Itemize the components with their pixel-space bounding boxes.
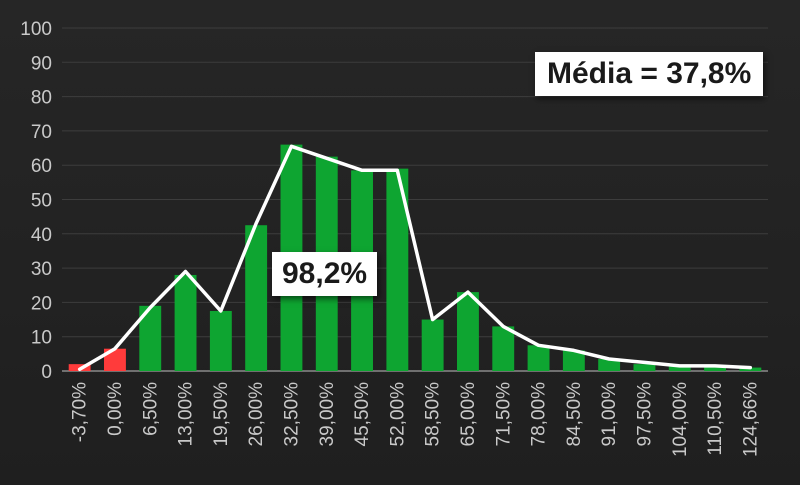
- y-tick-label: 90: [31, 53, 52, 74]
- x-tick-label: 45,50%: [352, 382, 373, 447]
- y-tick-label: 100: [20, 19, 52, 40]
- bar: [562, 350, 585, 371]
- x-tick-label: 13,00%: [176, 382, 197, 447]
- bar: [668, 365, 691, 371]
- positive-share-label: 98,2%: [272, 252, 378, 296]
- trend-line: [77, 144, 753, 372]
- y-tick-label: 30: [31, 259, 52, 280]
- y-axis: 0 10 20 30 40 50 60 70 80 90 100: [20, 19, 52, 383]
- x-axis: -3,70% 0,00% 6,50% 13,00% 19,50% 26,00% 32,50%…: [70, 382, 762, 457]
- bar: [104, 348, 126, 371]
- x-tick-label: 110,50%: [705, 382, 726, 456]
- x-tick-label: 32,50%: [281, 382, 302, 447]
- x-tick-label: 91,00%: [599, 382, 620, 447]
- bar: [527, 345, 550, 371]
- x-tick-label: 39,00%: [317, 382, 338, 447]
- x-tick-label: 97,50%: [634, 382, 655, 447]
- y-tick-label: 40: [31, 225, 52, 246]
- bar: [174, 274, 197, 371]
- x-tick-label: 65,00%: [458, 382, 479, 447]
- x-tick-label: 78,00%: [529, 382, 550, 447]
- mean-label: Média = 37,8%: [535, 52, 764, 96]
- bars: [68, 144, 762, 371]
- x-tick-label: 124,66%: [740, 382, 761, 457]
- bar: [598, 358, 621, 371]
- bar: [139, 305, 162, 371]
- bar: [704, 365, 726, 371]
- x-tick-label: 71,50%: [493, 382, 514, 447]
- bar: [245, 225, 268, 371]
- x-tick-label: 26,00%: [246, 382, 267, 447]
- y-tick-label: 10: [31, 328, 52, 349]
- bar: [633, 364, 656, 371]
- x-tick-label: 52,00%: [387, 382, 408, 447]
- y-tick-label: 20: [31, 293, 52, 314]
- bar: [209, 310, 232, 371]
- x-tick-label: 0,00%: [105, 382, 126, 436]
- bar: [457, 292, 479, 371]
- y-tick-label: 0: [41, 362, 52, 383]
- x-tick-label: 19,50%: [211, 382, 232, 447]
- bar: [386, 168, 409, 371]
- bar: [492, 326, 515, 371]
- x-tick-label: 6,50%: [140, 382, 161, 436]
- x-tick-label: -3,70%: [70, 382, 91, 442]
- x-tick-label: 58,50%: [423, 382, 444, 447]
- x-tick-label: 84,50%: [564, 382, 585, 447]
- y-tick-label: 80: [31, 88, 52, 109]
- y-tick-label: 70: [31, 122, 52, 143]
- x-tick-label: 104,00%: [670, 382, 691, 457]
- bar: [421, 319, 444, 371]
- y-tick-label: 60: [31, 156, 52, 177]
- y-tick-label: 50: [31, 191, 52, 212]
